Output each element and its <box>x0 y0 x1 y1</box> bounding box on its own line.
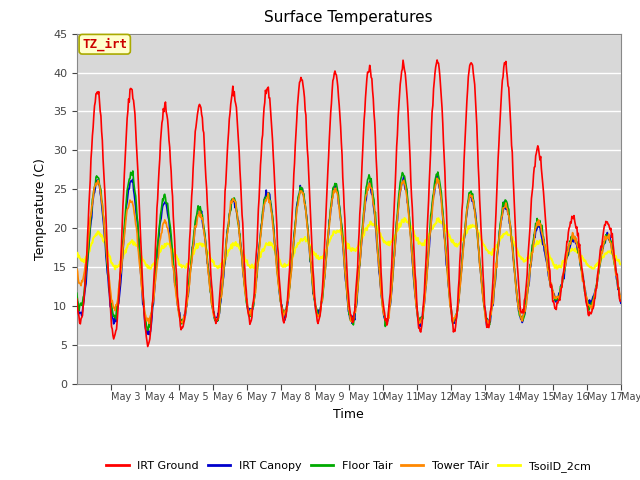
IRT Canopy <box>285 287 292 292</box>
Tower TAir <box>484 324 492 330</box>
Floor Tair <box>138 268 145 274</box>
Line: Floor Tair: Floor Tair <box>77 171 621 330</box>
IRT Ground <box>144 344 152 349</box>
Line: IRT Canopy: IRT Canopy <box>77 176 621 335</box>
Floor Tair <box>238 256 246 262</box>
Line: IRT Ground: IRT Ground <box>77 60 621 347</box>
Tower TAir <box>617 293 625 299</box>
Tower TAir <box>436 187 444 192</box>
TsoilD_2cm <box>406 222 414 228</box>
Tower TAir <box>237 243 244 249</box>
Tower TAir <box>284 297 292 303</box>
Legend: IRT Ground, IRT Canopy, Floor Tair, Tower TAir, TsoilD_2cm: IRT Ground, IRT Canopy, Floor Tair, Towe… <box>102 457 596 477</box>
Floor Tair <box>144 327 152 333</box>
Floor Tair <box>265 192 273 197</box>
Tower TAir <box>137 271 145 277</box>
IRT Ground <box>237 195 245 201</box>
TsoilD_2cm <box>138 253 145 259</box>
Floor Tair <box>437 185 445 191</box>
Tower TAir <box>433 175 441 181</box>
TsoilD_2cm <box>285 262 292 268</box>
TsoilD_2cm <box>237 247 245 253</box>
IRT Ground <box>73 296 81 302</box>
IRT Ground <box>617 298 625 304</box>
IRT Ground <box>433 57 441 63</box>
IRT Canopy <box>145 332 153 337</box>
Floor Tair <box>285 285 293 291</box>
Line: TsoilD_2cm: TsoilD_2cm <box>77 218 621 269</box>
Tower TAir <box>264 194 271 200</box>
IRT Canopy <box>237 247 245 252</box>
Tower TAir <box>73 266 81 272</box>
Floor Tair <box>406 224 414 230</box>
IRT Canopy <box>73 300 81 306</box>
IRT Canopy <box>617 300 625 306</box>
IRT Ground <box>437 85 445 91</box>
TsoilD_2cm <box>617 262 625 267</box>
IRT Ground <box>264 84 272 90</box>
Tower TAir <box>405 213 413 218</box>
Title: Surface Temperatures: Surface Temperatures <box>264 11 433 25</box>
Floor Tair <box>73 290 81 296</box>
IRT Canopy <box>437 193 445 199</box>
X-axis label: Time: Time <box>333 408 364 421</box>
Text: TZ_irt: TZ_irt <box>82 37 127 51</box>
Y-axis label: Temperature (C): Temperature (C) <box>35 158 47 260</box>
Floor Tair <box>129 168 137 174</box>
TsoilD_2cm <box>73 250 81 256</box>
IRT Ground <box>285 276 292 282</box>
Line: Tower TAir: Tower TAir <box>77 178 621 327</box>
TsoilD_2cm <box>264 242 272 248</box>
IRT Canopy <box>137 270 145 276</box>
IRT Ground <box>406 142 413 147</box>
IRT Ground <box>137 235 145 241</box>
TsoilD_2cm <box>437 220 445 226</box>
Floor Tair <box>617 296 625 302</box>
TsoilD_2cm <box>401 215 408 221</box>
TsoilD_2cm <box>111 266 119 272</box>
IRT Canopy <box>264 190 272 196</box>
IRT Canopy <box>433 173 441 179</box>
IRT Canopy <box>406 222 413 228</box>
